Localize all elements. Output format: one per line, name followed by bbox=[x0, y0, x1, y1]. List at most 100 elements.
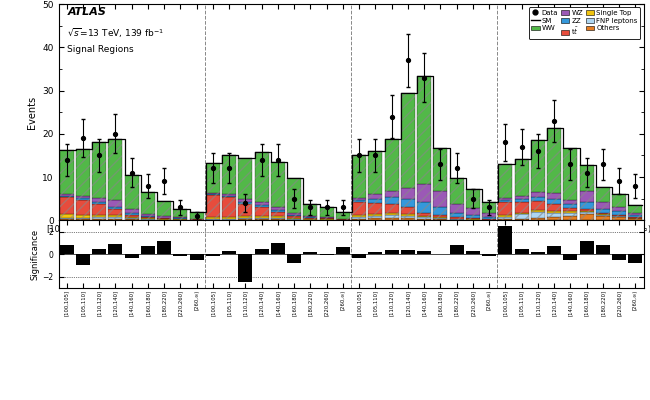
Bar bbox=[547, 212, 561, 217]
Bar bbox=[76, 218, 90, 219]
Bar bbox=[547, 193, 561, 199]
Bar bbox=[564, 254, 577, 260]
Bar bbox=[109, 244, 122, 254]
Bar bbox=[564, 208, 577, 211]
Bar bbox=[401, 93, 415, 220]
Text: ATLAS: ATLAS bbox=[68, 7, 106, 17]
Bar bbox=[352, 219, 366, 220]
Bar bbox=[239, 254, 252, 282]
Bar bbox=[450, 245, 463, 254]
Bar bbox=[531, 212, 545, 218]
Bar bbox=[466, 215, 480, 218]
Bar bbox=[417, 251, 431, 254]
Bar bbox=[580, 209, 593, 211]
Bar bbox=[580, 166, 593, 191]
Bar bbox=[629, 216, 642, 217]
Bar bbox=[596, 202, 610, 209]
Bar bbox=[531, 140, 545, 192]
Bar bbox=[385, 204, 398, 212]
Bar bbox=[547, 128, 561, 220]
Bar bbox=[580, 166, 593, 220]
Bar bbox=[141, 214, 155, 216]
Bar bbox=[482, 213, 496, 217]
Bar bbox=[499, 202, 512, 215]
Bar bbox=[125, 174, 138, 209]
Bar bbox=[369, 194, 382, 199]
Bar bbox=[531, 210, 545, 212]
Bar bbox=[417, 216, 431, 217]
Bar bbox=[271, 162, 285, 207]
Bar bbox=[580, 212, 593, 214]
Bar bbox=[596, 187, 610, 202]
Bar bbox=[531, 140, 545, 220]
Bar bbox=[417, 202, 431, 212]
Bar bbox=[60, 194, 73, 196]
Bar bbox=[239, 218, 252, 219]
Bar bbox=[596, 214, 610, 215]
Bar bbox=[109, 215, 122, 217]
Bar bbox=[255, 207, 268, 216]
Bar bbox=[531, 218, 545, 220]
Bar bbox=[596, 215, 610, 216]
Bar bbox=[76, 198, 90, 200]
Bar bbox=[401, 93, 415, 188]
Bar bbox=[515, 196, 528, 199]
Bar bbox=[92, 248, 106, 254]
Bar bbox=[450, 217, 463, 219]
Text: Signal Regions: Signal Regions bbox=[68, 45, 134, 54]
Bar bbox=[547, 204, 561, 211]
Bar bbox=[629, 204, 642, 220]
Bar bbox=[629, 213, 642, 216]
Bar bbox=[466, 189, 480, 220]
Bar bbox=[580, 191, 593, 202]
Bar bbox=[515, 248, 528, 254]
Bar bbox=[499, 215, 512, 217]
Bar bbox=[580, 214, 593, 220]
Bar bbox=[304, 252, 317, 254]
Y-axis label: Significance: Significance bbox=[31, 229, 40, 280]
Bar bbox=[612, 216, 626, 217]
Bar bbox=[499, 217, 512, 219]
Bar bbox=[547, 217, 561, 220]
Bar bbox=[369, 216, 382, 218]
Bar bbox=[287, 216, 301, 218]
Bar bbox=[450, 213, 463, 217]
Bar bbox=[239, 202, 252, 204]
Bar bbox=[271, 218, 285, 219]
Bar bbox=[612, 215, 626, 216]
Bar bbox=[531, 192, 545, 197]
Bar bbox=[466, 219, 480, 220]
Bar bbox=[450, 219, 463, 220]
Bar bbox=[564, 212, 577, 216]
Bar bbox=[466, 208, 480, 215]
Bar bbox=[190, 254, 203, 260]
Bar bbox=[580, 241, 593, 254]
Bar bbox=[417, 76, 431, 184]
Bar bbox=[109, 217, 122, 219]
Bar bbox=[239, 216, 252, 218]
Bar bbox=[596, 209, 610, 213]
Bar bbox=[304, 217, 317, 218]
Bar bbox=[92, 202, 106, 204]
Bar bbox=[109, 219, 122, 220]
Bar bbox=[564, 148, 577, 200]
Bar bbox=[141, 217, 155, 218]
Bar bbox=[352, 198, 366, 200]
Bar bbox=[369, 252, 382, 254]
Bar bbox=[612, 211, 626, 215]
Bar bbox=[92, 217, 106, 219]
Bar bbox=[174, 254, 187, 256]
Bar bbox=[434, 217, 447, 218]
Bar bbox=[369, 218, 382, 220]
Bar bbox=[450, 178, 463, 204]
Bar bbox=[206, 194, 220, 195]
Bar bbox=[287, 213, 301, 215]
Bar bbox=[206, 254, 220, 256]
Bar bbox=[206, 217, 220, 219]
Bar bbox=[596, 245, 610, 254]
Bar bbox=[434, 148, 447, 220]
Bar bbox=[612, 194, 626, 207]
Bar bbox=[60, 219, 73, 220]
Bar bbox=[60, 214, 73, 218]
Bar bbox=[287, 254, 301, 263]
